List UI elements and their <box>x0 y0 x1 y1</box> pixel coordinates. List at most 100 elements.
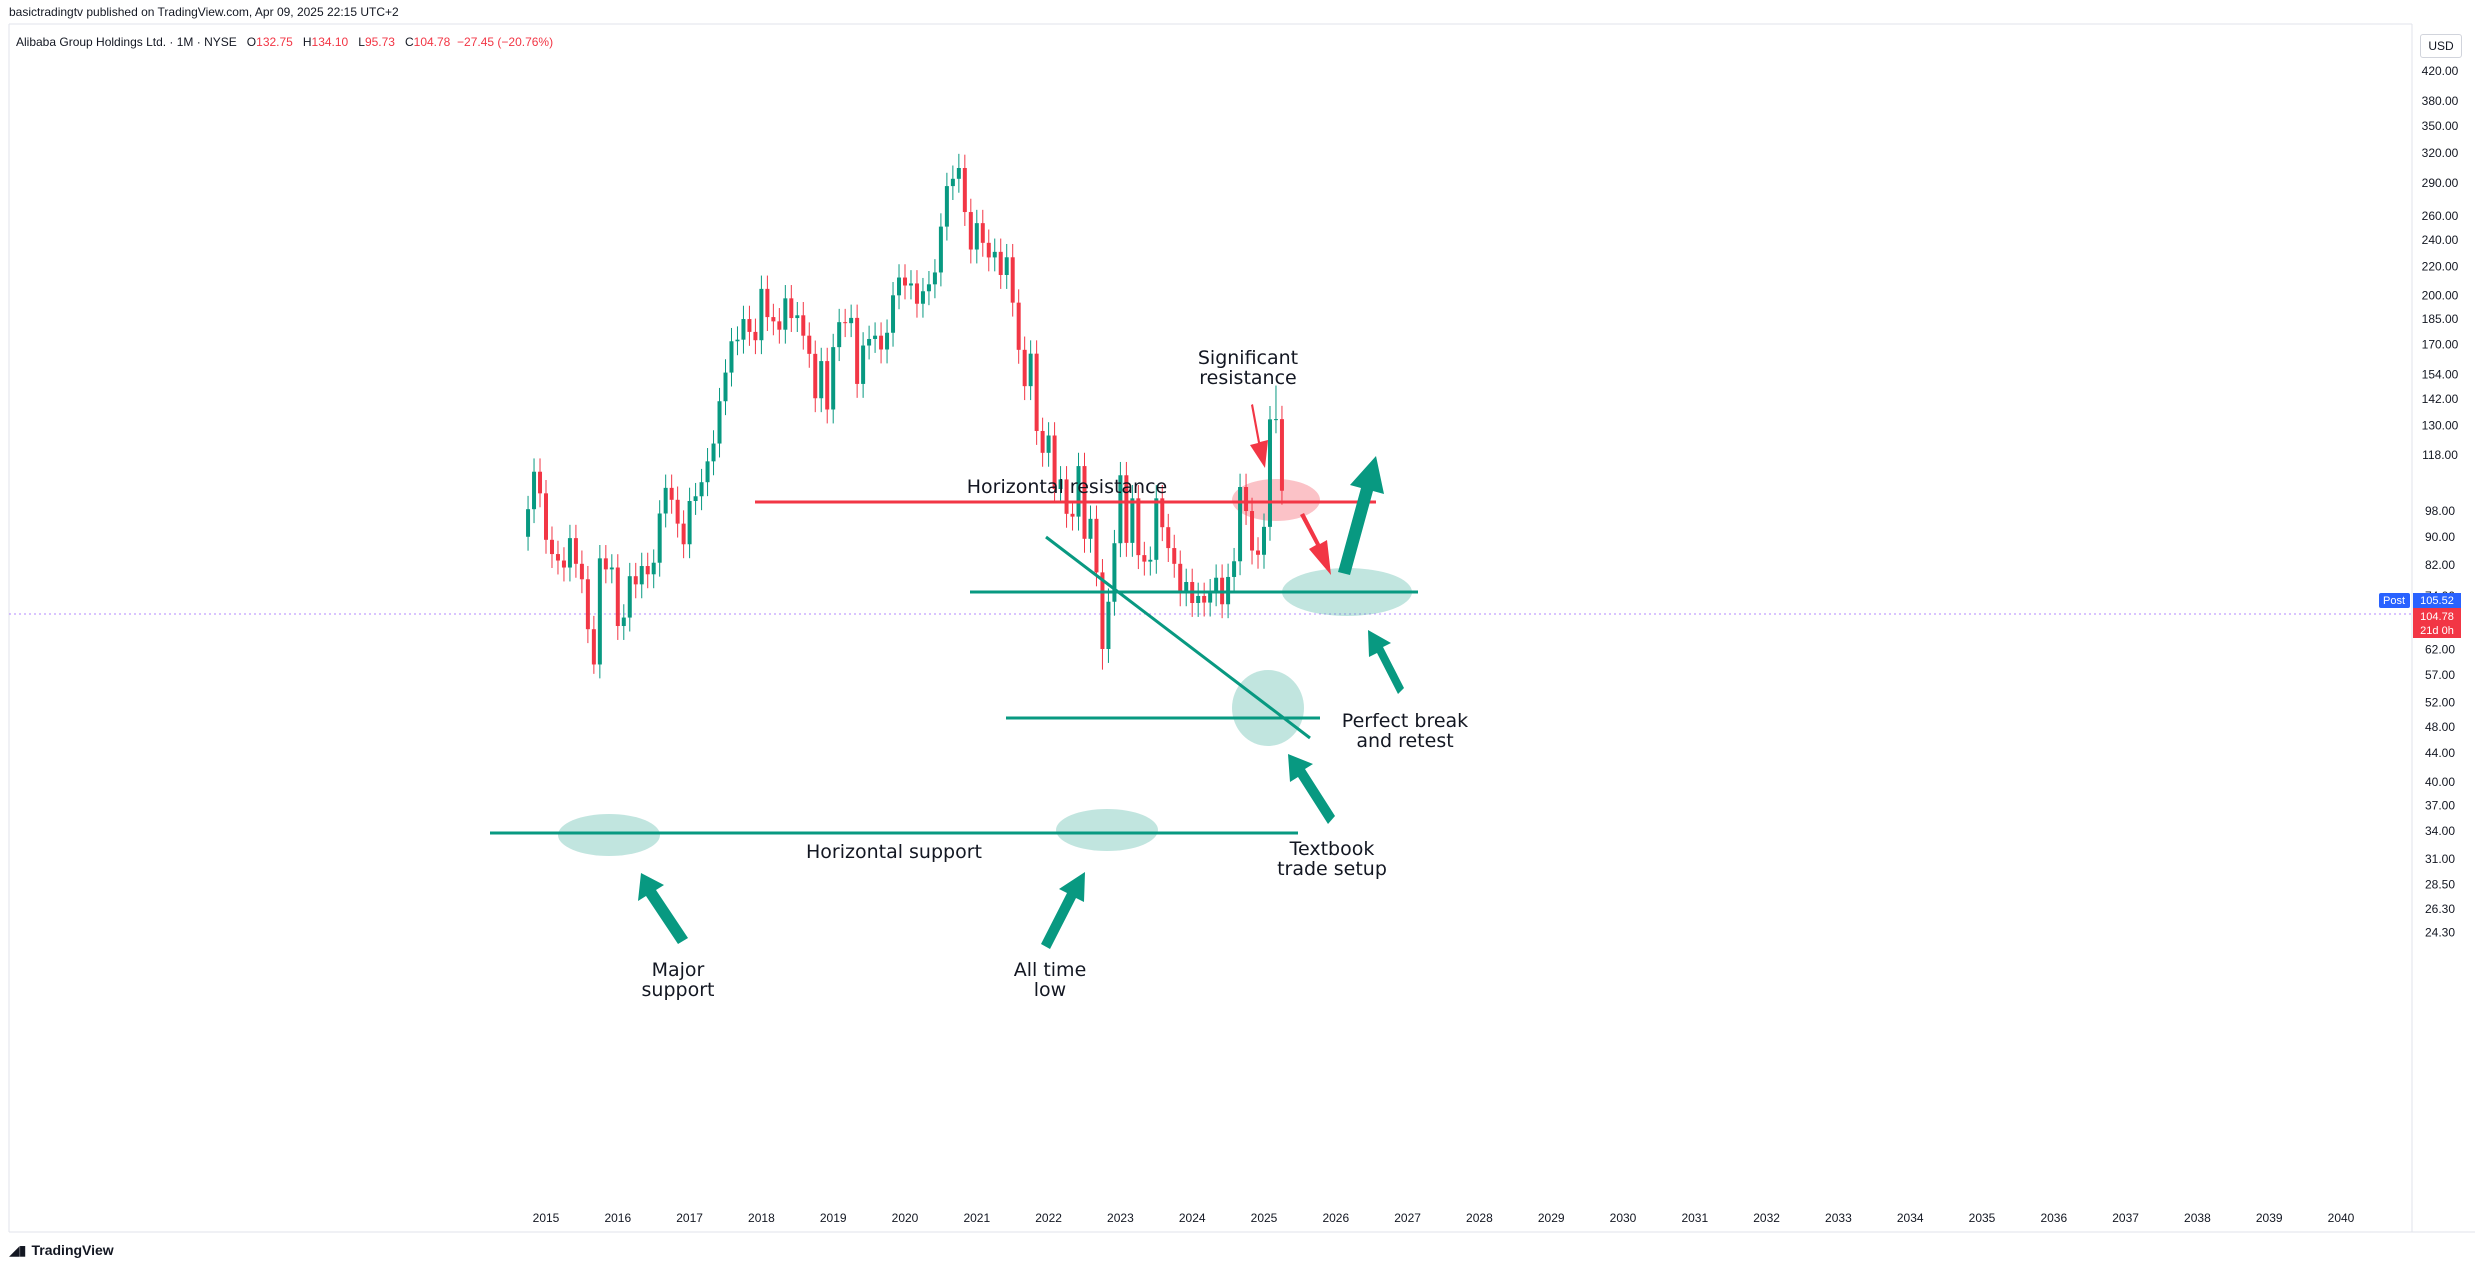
candle-body[interactable] <box>717 401 722 444</box>
candle-body[interactable] <box>538 471 543 494</box>
arrow-significant-resistance[interactable] <box>1250 404 1268 468</box>
label-major[interactable]: Major <box>652 959 705 981</box>
candle-body[interactable] <box>1262 526 1266 555</box>
candle-body[interactable] <box>741 319 746 340</box>
candle-body[interactable] <box>1154 498 1159 560</box>
time-axis[interactable]: 2015 2016 2017 2018 2019 2020 2021 2022 2023 2024… <box>533 1211 2355 1225</box>
candle-body[interactable] <box>914 283 919 304</box>
arrow-all-time-low[interactable] <box>1041 872 1085 949</box>
candle-body[interactable] <box>926 284 931 292</box>
candle-body[interactable] <box>675 499 680 524</box>
candle-body[interactable] <box>1130 498 1135 543</box>
candle-body[interactable] <box>699 482 704 497</box>
candle-body[interactable] <box>795 315 800 319</box>
candle-body[interactable] <box>597 558 602 665</box>
candle-body[interactable] <box>549 539 554 555</box>
candle-body[interactable] <box>1094 518 1099 573</box>
candle-body[interactable] <box>663 487 668 514</box>
candle-body[interactable] <box>1166 527 1171 549</box>
label-horizontal-resistance[interactable]: Horizontal resistance <box>967 476 1167 498</box>
candle-body[interactable] <box>705 461 710 483</box>
candle-body[interactable] <box>1118 475 1123 544</box>
descending-trendline[interactable] <box>1045 535 1311 740</box>
label-trade-setup[interactable]: trade setup <box>1277 858 1387 880</box>
candle-body[interactable] <box>783 298 788 330</box>
candle-body[interactable] <box>669 487 674 500</box>
candle-body[interactable] <box>1058 479 1063 490</box>
candle-body[interactable] <box>1016 302 1021 350</box>
candle-body[interactable] <box>735 339 740 342</box>
label-significant[interactable]: Significant <box>1198 347 1298 369</box>
candle-body[interactable] <box>873 335 878 339</box>
post-price-badge[interactable] <box>2413 593 2461 608</box>
candle-body[interactable] <box>1244 487 1249 512</box>
post-label-badge[interactable] <box>2379 593 2410 608</box>
candle-body[interactable] <box>897 277 902 296</box>
candle-body[interactable] <box>615 567 620 627</box>
candle-body[interactable] <box>1028 353 1033 387</box>
candle-body[interactable] <box>729 341 734 373</box>
candle-body[interactable] <box>837 322 842 348</box>
currency-button[interactable]: USD <box>2420 34 2462 58</box>
arrow-major-support[interactable] <box>638 873 688 944</box>
candle-body[interactable] <box>843 322 848 324</box>
candle-body[interactable] <box>1136 498 1141 556</box>
candle-body[interactable] <box>567 538 572 568</box>
candle-body[interactable] <box>1040 430 1045 453</box>
candle-body[interactable] <box>920 291 925 304</box>
candle-body[interactable] <box>1184 581 1189 593</box>
candle-body[interactable] <box>1238 487 1243 562</box>
candle-body[interactable] <box>687 501 692 545</box>
candle-body[interactable] <box>950 178 955 187</box>
candle-body[interactable] <box>1142 555 1147 562</box>
price-axis[interactable]: 420.00 380.00 350.00 320.00 290.00 260.00 240.… <box>2422 64 2459 940</box>
candle-body[interactable] <box>532 471 537 510</box>
arrow-breakout-up[interactable] <box>1338 456 1384 575</box>
candle-body[interactable] <box>771 317 776 322</box>
candle-body[interactable] <box>861 345 866 384</box>
candle-body[interactable] <box>765 288 770 318</box>
candle-body[interactable] <box>867 338 872 346</box>
candle-body[interactable] <box>1022 349 1027 387</box>
breakout-zone[interactable] <box>1232 670 1304 746</box>
arrow-perfect-retest[interactable] <box>1368 630 1404 694</box>
candle-body[interactable] <box>1172 548 1177 564</box>
candle-body[interactable] <box>1214 577 1219 593</box>
candle-body[interactable] <box>885 332 890 350</box>
symbol-name[interactable]: Alibaba Group Holdings Ltd. · 1M · NYSE <box>16 35 237 49</box>
candle-body[interactable] <box>962 167 967 213</box>
candle-body[interactable] <box>849 317 854 324</box>
label-perfect-break[interactable]: Perfect break <box>1342 710 1468 732</box>
candle-body[interactable] <box>639 566 644 585</box>
candle-body[interactable] <box>1070 513 1075 517</box>
candle-body[interactable] <box>789 298 794 319</box>
candle-body[interactable] <box>813 353 818 399</box>
candle-body[interactable] <box>645 566 650 575</box>
label-all-time[interactable]: All time <box>1014 959 1087 981</box>
tradingview-logo[interactable]: ◢▮ TradingView <box>9 1242 114 1259</box>
candle-body[interactable] <box>986 242 991 258</box>
resistance-test-zone[interactable] <box>1232 479 1320 521</box>
candle-body[interactable] <box>998 251 1003 275</box>
arrow-rejection-down[interactable] <box>1300 513 1331 575</box>
candle-body[interactable] <box>544 493 548 540</box>
label-low[interactable]: low <box>1034 979 1066 1001</box>
candle-body[interactable] <box>681 523 686 545</box>
candle-body[interactable] <box>609 567 614 570</box>
candle-body[interactable] <box>1004 257 1009 275</box>
candle-body[interactable] <box>1196 595 1201 603</box>
candle-body[interactable] <box>801 315 806 336</box>
candle-body[interactable] <box>1052 435 1057 490</box>
candle-body[interactable] <box>1256 550 1261 555</box>
label-and-retest[interactable]: and retest <box>1356 730 1453 752</box>
candle-body[interactable] <box>573 538 578 564</box>
candle-body[interactable] <box>807 335 812 354</box>
candle-body[interactable] <box>908 283 913 286</box>
candle-body[interactable] <box>759 288 764 341</box>
candle-body[interactable] <box>693 496 698 502</box>
candle-body[interactable] <box>956 167 961 179</box>
candle-body[interactable] <box>526 509 531 537</box>
candle-body[interactable] <box>1034 353 1039 431</box>
candle-body[interactable] <box>1100 572 1105 649</box>
